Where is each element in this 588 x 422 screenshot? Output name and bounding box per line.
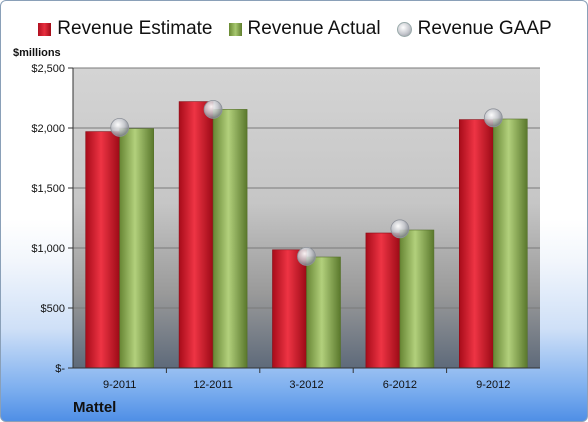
bar-revenue-actual	[306, 256, 341, 369]
y-tick-label: $-	[55, 363, 65, 375]
x-tick-label: 9-2012	[476, 379, 510, 391]
y-axis-ticks: $- $500 $1,000 $1,500 $2,000 $2,500	[31, 63, 74, 375]
x-tick-label: 6-2012	[383, 379, 417, 391]
bar-revenue-actual	[399, 229, 435, 369]
gaap-marker	[483, 108, 503, 128]
gaap-markers	[110, 100, 503, 266]
y-unit-label: $millions	[13, 47, 61, 59]
y-tick-label: $2,000	[31, 123, 65, 135]
legend-swatch-gaap	[396, 21, 412, 37]
legend-item-gaap: Revenue GAAP	[396, 15, 552, 43]
x-tick-label: 12-2011	[193, 379, 233, 391]
chart-legend: Revenue Estimate Revenue Actual Revenue …	[1, 15, 587, 43]
gaap-marker	[110, 118, 130, 137]
bar-revenue-estimate	[458, 119, 494, 369]
bar-revenue-estimate	[178, 101, 214, 369]
bar-revenue-estimate	[85, 131, 120, 369]
y-tick-label: $500	[41, 303, 65, 315]
legend-label-gaap: Revenue GAAP	[417, 18, 552, 39]
gaap-marker	[297, 246, 316, 266]
gaap-marker	[203, 100, 223, 119]
y-tick-label: $1,000	[31, 243, 65, 255]
y-tick-label: $2,500	[31, 63, 65, 75]
bars	[85, 101, 528, 369]
legend-swatch-estimate	[38, 22, 52, 36]
bar-revenue-actual	[492, 118, 528, 369]
x-axis-ticks: 9-2011 12-2011 3-2012 6-2012 9-2012	[73, 367, 540, 391]
company-name: Mattel	[73, 399, 117, 416]
legend-label-actual: Revenue Actual	[247, 18, 381, 39]
x-tick-label: 9-2011	[103, 379, 136, 391]
gaap-marker	[390, 219, 410, 239]
bar-revenue-actual	[119, 128, 154, 369]
legend-item-actual: Revenue Actual	[228, 15, 381, 43]
y-tick-label: $1,500	[31, 183, 65, 195]
legend-label-estimate: Revenue Estimate	[57, 18, 213, 39]
legend-swatch-actual	[228, 22, 242, 36]
legend-item-estimate: Revenue Estimate	[38, 15, 213, 43]
bar-revenue-estimate	[272, 249, 307, 369]
bar-revenue-estimate	[365, 232, 401, 369]
x-tick-label: 3-2012	[289, 379, 323, 391]
bar-revenue-actual	[212, 109, 248, 369]
